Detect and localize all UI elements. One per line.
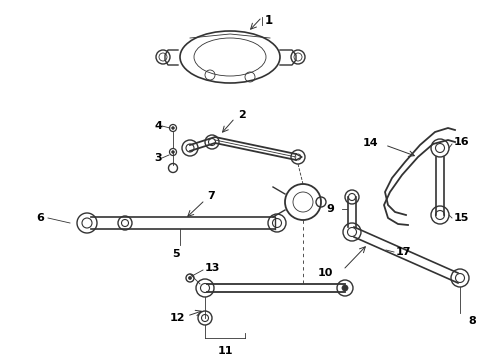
Text: 9: 9 (326, 204, 334, 214)
Text: 16: 16 (454, 137, 469, 147)
Text: 17: 17 (396, 247, 412, 257)
Circle shape (342, 285, 348, 291)
Circle shape (172, 151, 174, 153)
Text: 15: 15 (454, 213, 469, 223)
Text: 6: 6 (36, 213, 44, 223)
Text: 3: 3 (154, 153, 162, 163)
Text: 5: 5 (172, 249, 180, 259)
Text: 10: 10 (318, 268, 333, 278)
Text: 2: 2 (238, 110, 246, 120)
Circle shape (172, 127, 174, 129)
Text: 8: 8 (468, 316, 476, 326)
Text: 13: 13 (205, 263, 220, 273)
Text: 4: 4 (154, 121, 162, 131)
Circle shape (189, 276, 192, 279)
Text: 1: 1 (265, 14, 273, 27)
Text: 7: 7 (207, 191, 215, 201)
Text: 12: 12 (170, 313, 185, 323)
Text: 11: 11 (217, 346, 233, 356)
Text: 14: 14 (363, 138, 378, 148)
